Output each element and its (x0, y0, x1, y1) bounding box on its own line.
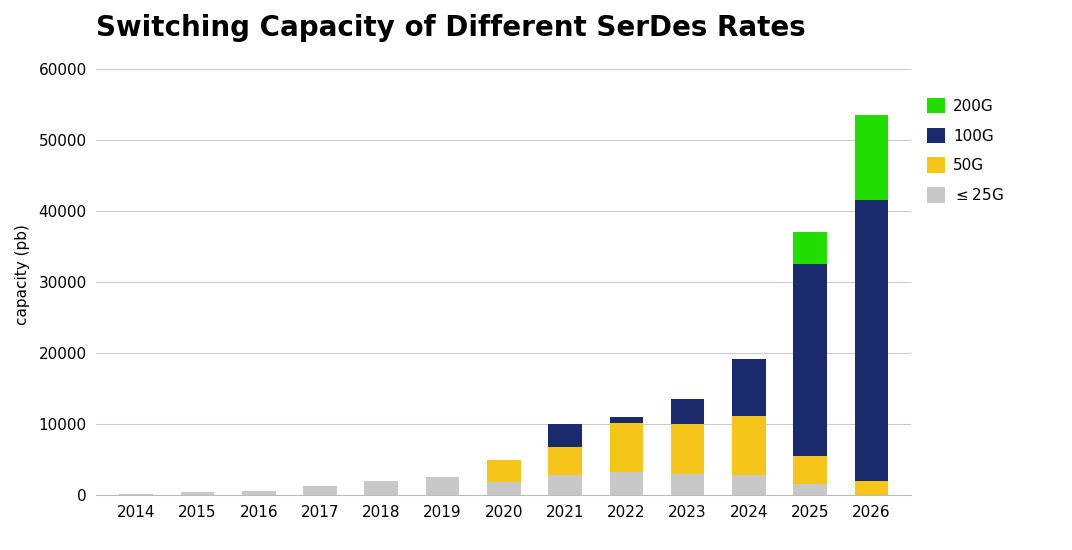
Bar (426, 476, 460, 495)
Bar (242, 491, 276, 495)
Bar (793, 485, 827, 495)
Bar (548, 424, 582, 447)
Y-axis label: capacity (pb): capacity (pb) (15, 224, 30, 326)
Text: Switching Capacity of Different SerDes Rates: Switching Capacity of Different SerDes R… (96, 14, 806, 42)
Bar (732, 415, 765, 475)
Bar (671, 424, 704, 474)
Bar (671, 399, 704, 424)
Bar (854, 201, 889, 481)
Bar (732, 475, 765, 495)
Bar (119, 494, 153, 495)
Bar (548, 475, 582, 495)
Legend: 200G, 100G, 50G, $\leq$25G: 200G, 100G, 50G, $\leq$25G (927, 98, 1003, 203)
Bar (303, 487, 337, 495)
Bar (487, 482, 521, 495)
Bar (793, 233, 827, 265)
Bar (610, 472, 643, 495)
Bar (671, 474, 704, 495)
Bar (610, 417, 643, 422)
Bar (548, 447, 582, 475)
Bar (793, 456, 827, 485)
Bar (793, 265, 827, 456)
Bar (854, 116, 889, 201)
Bar (364, 481, 398, 495)
Bar (487, 459, 521, 482)
Bar (181, 492, 214, 495)
Bar (854, 481, 889, 495)
Bar (610, 422, 643, 472)
Bar (732, 359, 765, 415)
